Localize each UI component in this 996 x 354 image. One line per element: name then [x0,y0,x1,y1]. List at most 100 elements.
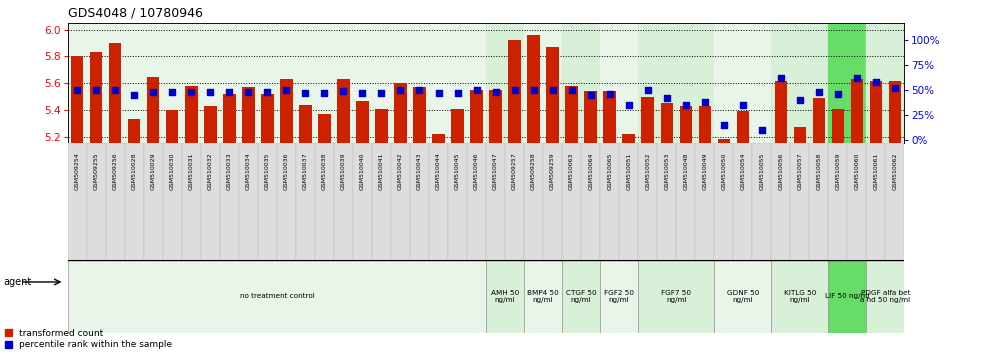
Point [411,87,427,92]
Point [336,88,352,93]
Point [202,89,218,95]
Bar [315,143,334,260]
Point [355,90,371,96]
Point [488,89,504,95]
Point [259,89,275,95]
Point [145,89,161,95]
Text: GSM509257: GSM509257 [512,153,517,190]
Point [221,89,237,95]
Bar [848,143,867,260]
Bar [813,98,825,354]
Text: GSM510051: GSM510051 [626,153,631,190]
Point [621,102,636,108]
Bar [432,134,444,354]
Bar [391,143,410,260]
Bar [851,79,863,354]
Bar [413,87,425,354]
Text: GSM509258: GSM509258 [531,153,536,190]
Bar [714,23,771,143]
Bar [87,143,106,260]
Text: GSM510028: GSM510028 [131,153,136,190]
Bar [90,52,103,354]
Bar [790,143,810,260]
Text: GSM510036: GSM510036 [284,153,289,190]
Bar [68,23,486,143]
Text: GSM510044: GSM510044 [436,153,441,190]
Bar [566,86,578,354]
Bar [829,23,867,143]
Text: GSM509255: GSM509255 [94,153,99,190]
Point [658,95,674,101]
Point [279,87,295,92]
Bar [357,101,369,354]
Point [298,90,314,96]
Bar [717,139,730,354]
Bar [239,143,258,260]
Point [108,87,124,92]
Text: KITLG 50
ng/ml: KITLG 50 ng/ml [784,290,816,303]
Text: GSM510040: GSM510040 [360,153,365,190]
Bar [657,143,676,260]
Point [449,90,465,96]
Text: GSM510029: GSM510029 [150,153,155,190]
Point [735,102,751,108]
Text: AMH 50
ng/ml: AMH 50 ng/ml [491,290,519,303]
Text: GSM510034: GSM510034 [246,153,251,190]
Point [545,87,561,92]
Bar [258,143,277,260]
Bar [319,114,331,354]
Text: GSM510063: GSM510063 [569,153,574,190]
Legend: transformed count, percentile rank within the sample: transformed count, percentile rank withi… [5,329,172,349]
Bar [867,143,885,260]
Text: GSM510046: GSM510046 [474,153,479,190]
Bar [338,79,350,354]
Point [602,91,618,97]
Bar [299,104,312,354]
Text: GSM509259: GSM509259 [550,153,555,190]
Bar [375,109,387,354]
Text: GSM510061: GSM510061 [873,153,878,190]
Bar [143,143,162,260]
Text: GSM510060: GSM510060 [855,153,860,190]
Bar [128,119,140,354]
Bar [585,91,597,354]
Bar [489,90,502,354]
Text: GSM510056: GSM510056 [778,153,783,190]
Bar [829,260,867,333]
Bar [261,94,274,354]
Bar [771,143,790,260]
Point [164,89,180,95]
Text: GSM510039: GSM510039 [341,153,346,190]
Text: GSM510057: GSM510057 [797,153,803,190]
Text: GSM510043: GSM510043 [417,153,422,190]
Bar [638,143,657,260]
Bar [601,143,620,260]
Bar [486,260,524,333]
Bar [601,260,638,333]
Bar [147,76,159,354]
Bar [71,56,84,354]
Bar [870,80,882,354]
Point [507,87,523,92]
Bar [832,109,844,354]
Text: GSM510033: GSM510033 [227,153,232,190]
Bar [756,147,768,354]
Bar [372,143,391,260]
Bar [448,143,467,260]
Text: no treatment control: no treatment control [239,293,315,299]
Bar [698,106,711,354]
Bar [166,110,178,354]
Bar [223,94,235,354]
Text: FGF7 50
ng/ml: FGF7 50 ng/ml [661,290,691,303]
Bar [505,143,524,260]
Text: CTGF 50
ng/ml: CTGF 50 ng/ml [566,290,597,303]
Bar [641,97,653,354]
Point [583,92,599,98]
Text: GSM510045: GSM510045 [455,153,460,190]
Bar [451,109,464,354]
Text: GSM509256: GSM509256 [113,153,118,190]
Point [70,87,86,92]
Bar [867,260,904,333]
Bar [410,143,429,260]
Bar [581,143,601,260]
